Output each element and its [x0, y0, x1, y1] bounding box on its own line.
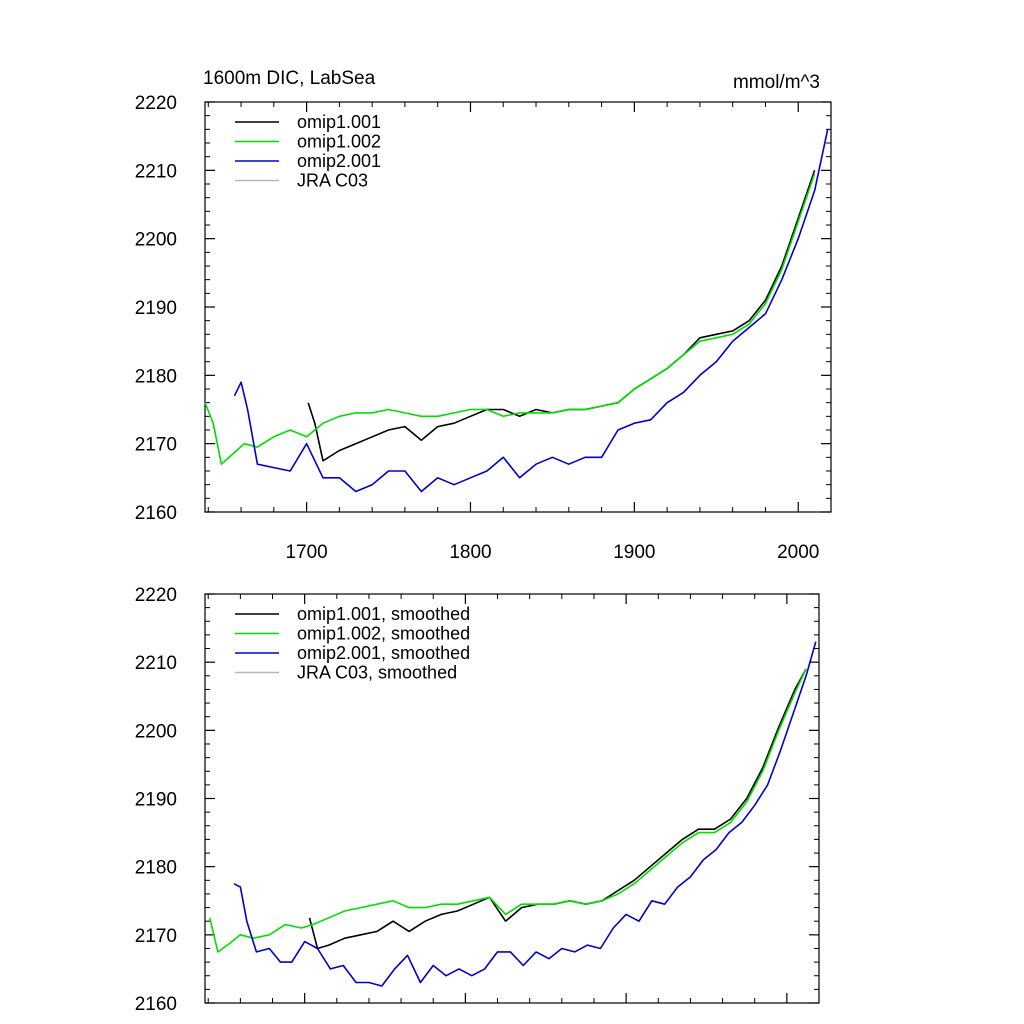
top-panel: 1600m DIC, LabSea mmol/m^3 2160217021802… [135, 68, 832, 563]
y-tick-label: 2220 [135, 585, 177, 606]
y-tick-label: 2170 [135, 435, 177, 456]
y-tick-label: 2210 [135, 161, 177, 182]
x-tick-label: 2000 [777, 542, 819, 563]
series-line-0 [308, 668, 807, 950]
legend-label: omip1.001 [297, 112, 381, 132]
units-label: mmol/m^3 [733, 72, 820, 93]
series-line-2 [233, 641, 817, 987]
legend-label: omip2.001, smoothed [297, 643, 470, 663]
legend-label: omip1.002, smoothed [297, 624, 470, 644]
legend-label: JRA C03, smoothed [297, 663, 457, 683]
bottom-plot-area: 2160 2170 2180 2190 2200 2210 2220 omip1.001, s… [135, 585, 820, 1015]
legend-label: JRA C03 [297, 171, 368, 191]
x-tick-label: 1900 [613, 542, 655, 563]
y-tick-label: 2210 [135, 653, 177, 674]
y-tick-label: 2190 [135, 790, 177, 811]
y-tick-label: 2170 [135, 926, 177, 947]
bottom-panel: 2160 2170 2180 2190 2200 2210 2220 omip1.001, s… [135, 585, 820, 1015]
x-tick-label: 1700 [285, 542, 327, 563]
legend-label: omip2.001 [297, 151, 381, 171]
y-tick-label: 2160 [135, 503, 177, 524]
series-line-0 [307, 170, 816, 462]
series-line-1 [209, 668, 807, 953]
legend-label: omip1.001, smoothed [297, 604, 470, 624]
series-line-2 [233, 129, 829, 493]
y-tick-label: 2180 [135, 858, 177, 879]
y-tick-label: 2180 [135, 366, 177, 387]
legend-label: omip1.002 [297, 132, 381, 152]
top-plot-area: 2160 2170 2180 2190 2200 2210 2220 1700 1800 1900… [135, 93, 832, 563]
x-tick-label: 1800 [449, 542, 491, 563]
y-tick-label: 2200 [135, 230, 177, 251]
series-line-1 [204, 173, 816, 466]
y-tick-label: 2190 [135, 298, 177, 319]
y-tick-label: 2220 [135, 93, 177, 114]
y-tick-label: 2160 [135, 994, 177, 1015]
chart-title: 1600m DIC, LabSea [203, 68, 376, 89]
y-tick-label: 2200 [135, 721, 177, 742]
